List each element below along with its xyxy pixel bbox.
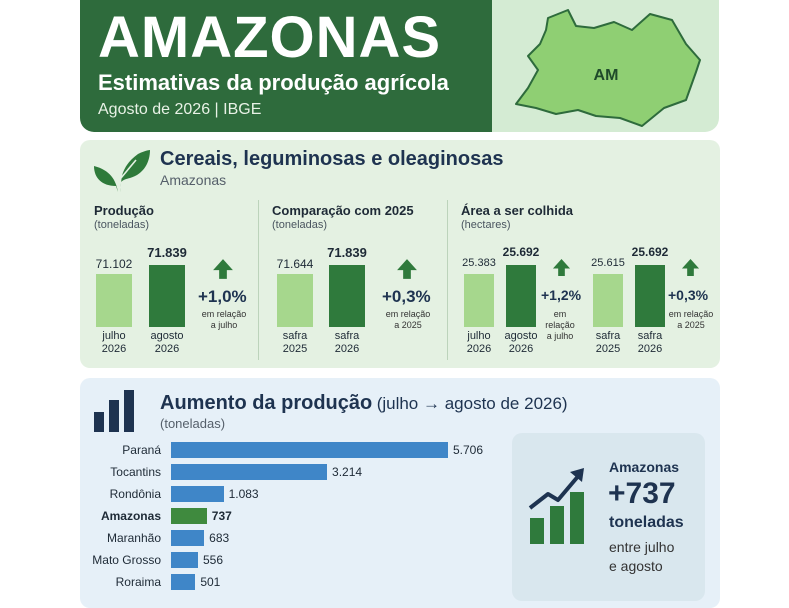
bar <box>506 265 536 327</box>
area-unit: (hectares) <box>461 219 511 231</box>
bar <box>329 265 365 327</box>
bar-value-label: 25.692 <box>502 245 540 259</box>
category-label: julho 2026 <box>101 330 127 355</box>
change-percent: +1,2% <box>541 287 582 303</box>
state-label: Mato Grosso <box>92 553 161 567</box>
state-label: Tocantins <box>110 465 161 479</box>
state-label: Rondônia <box>109 487 161 501</box>
state-bar <box>171 442 448 458</box>
divider <box>258 200 259 360</box>
crops-panel <box>80 140 720 368</box>
callout-state: Amazonas <box>609 459 680 475</box>
state-label: Maranhão <box>106 531 161 545</box>
bar <box>277 273 313 327</box>
state-label: Paraná <box>122 443 161 457</box>
bar-chart-icon <box>94 390 134 432</box>
bar <box>635 265 665 327</box>
state-value: 556 <box>202 553 224 567</box>
comparison-title: Comparação com 2025 <box>272 203 414 218</box>
bar-value-label: 25.383 <box>462 257 496 270</box>
bar-value-label: 25.692 <box>631 245 669 259</box>
state-value: 501 <box>200 575 221 589</box>
callout-value: +737 <box>608 477 676 510</box>
bar <box>593 273 623 327</box>
up-arrow-icon <box>213 259 233 279</box>
bar-value-label: 71.839 <box>147 245 187 260</box>
page-subtitle: Estimativas da produção agrícola <box>98 70 449 95</box>
page-title: AMAZONAS <box>98 5 442 70</box>
production-unit: (toneladas) <box>94 219 150 231</box>
state-bar <box>171 552 198 568</box>
state-value: 737 <box>211 509 232 523</box>
state-bar <box>171 574 196 590</box>
dateline: Agosto de 2026 | IBGE <box>98 101 262 118</box>
change-note: em relação a 2025 <box>668 309 714 330</box>
category-label: safra 2025 <box>595 330 621 355</box>
section2-title: Aumento da produção <box>160 392 373 414</box>
bar-value-label: 71.644 <box>276 256 314 271</box>
divider <box>447 200 448 360</box>
bar <box>149 265 185 327</box>
callout-line2: e agosto <box>609 558 663 574</box>
production-title: Produção <box>94 203 154 218</box>
state-bar <box>171 530 205 546</box>
comparison-unit: (toneladas) <box>272 219 328 231</box>
bar <box>96 274 132 327</box>
section2-subtitle: (toneladas) <box>160 416 226 431</box>
highlight-callout <box>512 433 705 601</box>
area-title: Área a ser colhida <box>461 203 573 218</box>
state-bar <box>171 464 328 480</box>
leaf-icon <box>94 150 150 195</box>
callout-unit: toneladas <box>609 514 684 531</box>
state-value: 3.214 <box>332 465 363 479</box>
section1-subtitle: Amazonas <box>160 172 227 188</box>
up-arrow-icon <box>397 259 417 279</box>
section1-title: Cereais, leguminosas e oleaginosas <box>160 148 504 170</box>
category-label: agosto 2026 <box>150 330 184 355</box>
change-percent: +0,3% <box>382 287 431 306</box>
state-value: 1.083 <box>228 487 259 501</box>
category-label: safra 2026 <box>334 330 360 355</box>
change-percent: +0,3% <box>668 287 709 303</box>
map-label: AM <box>594 67 619 84</box>
state-value: 683 <box>209 531 230 545</box>
change-note: em relação a 2025 <box>385 309 431 330</box>
bar-value-label: 71.839 <box>327 245 367 260</box>
header-banner <box>80 0 492 132</box>
state-label: Roraima <box>115 575 161 589</box>
state-value: 5.706 <box>453 443 484 457</box>
category-label: safra 2026 <box>637 330 663 355</box>
amazonas-map-icon: AM <box>515 9 701 127</box>
section2-heading: Aumento da produção (julho → agosto de 2… <box>160 392 568 415</box>
bar <box>464 274 494 327</box>
up-arrow-icon <box>552 258 571 277</box>
state-label: Amazonas <box>100 509 161 523</box>
up-arrow-icon <box>681 258 700 277</box>
category-label: safra 2025 <box>282 330 308 355</box>
state-bar <box>171 508 207 524</box>
callout-line1: entre julho <box>609 539 675 555</box>
category-label: julho 2026 <box>466 330 492 355</box>
change-note: em relação a julho <box>201 309 247 330</box>
change-percent: +1,0% <box>198 287 247 306</box>
bar-value-label: 25.615 <box>591 256 625 269</box>
section2-title-suffix: (julho → agosto de 2026) <box>376 394 568 413</box>
bar-value-label: 71.102 <box>95 257 133 272</box>
change-note: em relação a julho <box>545 309 575 341</box>
state-bar <box>171 486 224 502</box>
category-label: agosto 2026 <box>504 330 538 355</box>
growth-chart-icon <box>528 468 584 544</box>
